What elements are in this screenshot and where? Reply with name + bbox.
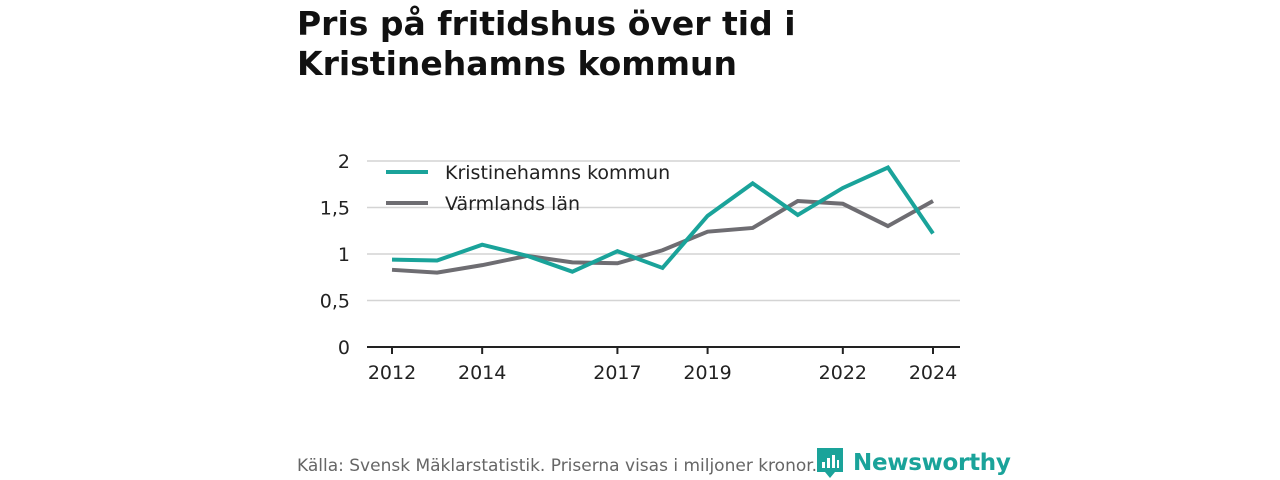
x-axis-ticks: 2012 2014 2017 2019 2022 2024 [368, 347, 957, 384]
series-line [391, 198, 934, 275]
chart-title: Pris på fritidshus över tid i Kristineha… [297, 4, 796, 83]
x-tick-label: 2014 [458, 362, 506, 384]
brand-name: Newsworthy [853, 450, 1011, 476]
x-tick-label: 2012 [368, 362, 416, 384]
x-tick-label: 2017 [593, 362, 641, 384]
brand-logo[interactable]: Newsworthy [815, 446, 1011, 480]
line-chart: 0 0,5 1 1,5 2 2012 2014 2017 2019 2022 2024 Krist… [320, 151, 960, 384]
legend-label: Värmlands län [445, 193, 580, 215]
y-axis-ticks: 0 0,5 1 1,5 2 [320, 151, 350, 359]
legend: Kristinehamns kommun Värmlands län [386, 162, 670, 215]
y-tick-label: 0,5 [320, 291, 350, 313]
x-tick-label: 2019 [683, 362, 731, 384]
gridlines [367, 160, 960, 302]
y-tick-label: 1,5 [320, 198, 350, 220]
source-note: Källa: Svensk Mäklarstatistik. Priserna … [297, 456, 818, 476]
series-line [391, 164, 935, 274]
series-lines [391, 164, 935, 275]
x-tick-label: 2022 [819, 362, 867, 384]
y-tick-label: 0 [338, 337, 350, 359]
x-tick-label: 2024 [909, 362, 957, 384]
y-tick-label: 1 [338, 244, 350, 266]
newsworthy-logo-icon [817, 448, 843, 478]
y-tick-label: 2 [338, 151, 350, 173]
legend-label: Kristinehamns kommun [445, 162, 670, 184]
